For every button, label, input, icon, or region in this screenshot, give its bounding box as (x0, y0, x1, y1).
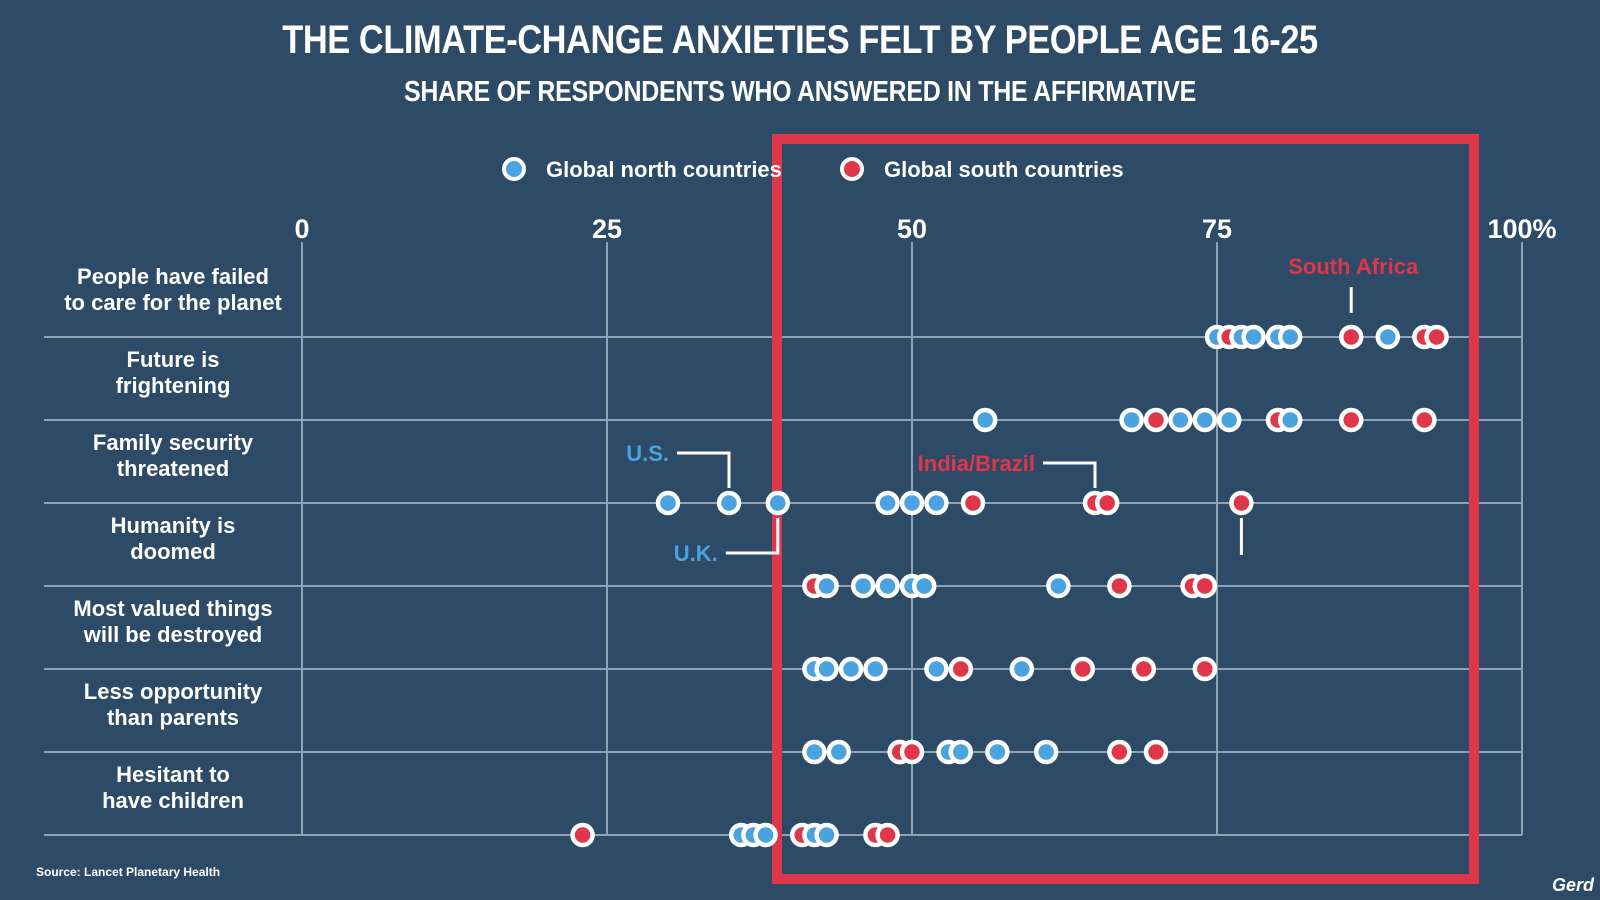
x-tick-label: 0 (294, 214, 309, 244)
north-data-point (716, 490, 742, 516)
south-data-point (875, 822, 900, 848)
category-label: Humanity is doomed (111, 513, 236, 564)
annotation-leader (1043, 461, 1097, 488)
south-data-point (1229, 490, 1254, 516)
annotation-leader (725, 518, 780, 555)
south-data-point (1192, 656, 1218, 682)
legend-north-marker (502, 157, 526, 181)
north-data-point (1046, 573, 1071, 599)
brand-logo: Gerd (1552, 875, 1595, 895)
x-tick-label: 75 (1202, 214, 1232, 244)
south-data-point (570, 822, 595, 848)
north-data-point (765, 490, 791, 516)
north-data-point (1168, 407, 1193, 433)
north-data-point (655, 490, 681, 516)
south-data-point (1338, 324, 1364, 350)
north-data-point (948, 739, 974, 765)
north-data-point (814, 573, 839, 599)
south-data-point (1192, 573, 1218, 599)
north-data-point (985, 739, 1010, 765)
north-data-point (924, 656, 949, 682)
north-data-point (875, 573, 900, 599)
category-label: People have failed to care for the planet (64, 264, 282, 315)
south-data-point (899, 739, 925, 765)
south-data-point (1143, 407, 1169, 433)
north-data-point (1192, 407, 1218, 433)
north-data-point (1277, 407, 1303, 433)
north-data-point (911, 573, 937, 599)
chart-subtitle: SHARE OF RESPONDENTS WHO ANSWERED IN THE… (403, 76, 1197, 108)
north-data-point (924, 490, 949, 516)
north-data-point (802, 739, 827, 765)
south-data-point (1412, 407, 1437, 433)
north-data-point (850, 573, 876, 599)
north-data-point (826, 739, 852, 765)
north-data-point (1119, 407, 1144, 433)
north-data-point (838, 656, 864, 682)
north-data-point (1033, 739, 1059, 765)
north-data-point (899, 490, 925, 516)
source-note: Source: Lancet Planetary Health (36, 865, 220, 879)
north-data-point (863, 656, 888, 682)
category-label: Most valued things will be destroyed (73, 596, 272, 647)
north-data-point (972, 407, 998, 433)
north-data-point (1241, 324, 1266, 350)
category-label: Family security threatened (93, 430, 254, 481)
north-data-point (814, 656, 839, 682)
category-label: Future is frightening (116, 347, 231, 398)
south-data-point (1424, 324, 1449, 350)
south-data-point (948, 656, 974, 682)
x-tick-label: 50 (897, 214, 927, 244)
north-data-point (1375, 324, 1401, 350)
north-data-point (1277, 324, 1303, 350)
south-data-point (1107, 739, 1132, 765)
legend-north-label: Global north countries (546, 157, 782, 182)
south-data-point (1070, 656, 1096, 682)
chart-title: THE CLIMATE-CHANGE ANXIETIES FELT BY PEO… (282, 18, 1318, 62)
annotation-label: U.S. (626, 441, 669, 466)
north-data-point (1009, 656, 1035, 682)
south-data-point (1094, 490, 1120, 516)
north-data-point (753, 822, 778, 848)
category-label: Less opportunity than parents (84, 679, 263, 730)
south-data-point (960, 490, 986, 516)
north-data-point (814, 822, 839, 848)
legend-south-label: Global south countries (884, 157, 1124, 182)
south-data-point (1143, 739, 1169, 765)
south-data-point (1107, 573, 1132, 599)
annotation-label: South Africa (1288, 254, 1419, 279)
south-data-point (1131, 656, 1157, 682)
north-data-point (875, 490, 900, 516)
north-data-point (1216, 407, 1242, 433)
annotation-label: India/Brazil (918, 451, 1035, 476)
category-label: Hesitant to have children (102, 762, 244, 813)
legend-south-marker (840, 157, 864, 181)
annotation-leader (677, 451, 731, 488)
x-tick-label: 25 (592, 214, 622, 244)
x-tick-label: 100% (1487, 214, 1556, 244)
annotation-label: U.K. (674, 541, 718, 566)
south-data-point (1338, 407, 1364, 433)
